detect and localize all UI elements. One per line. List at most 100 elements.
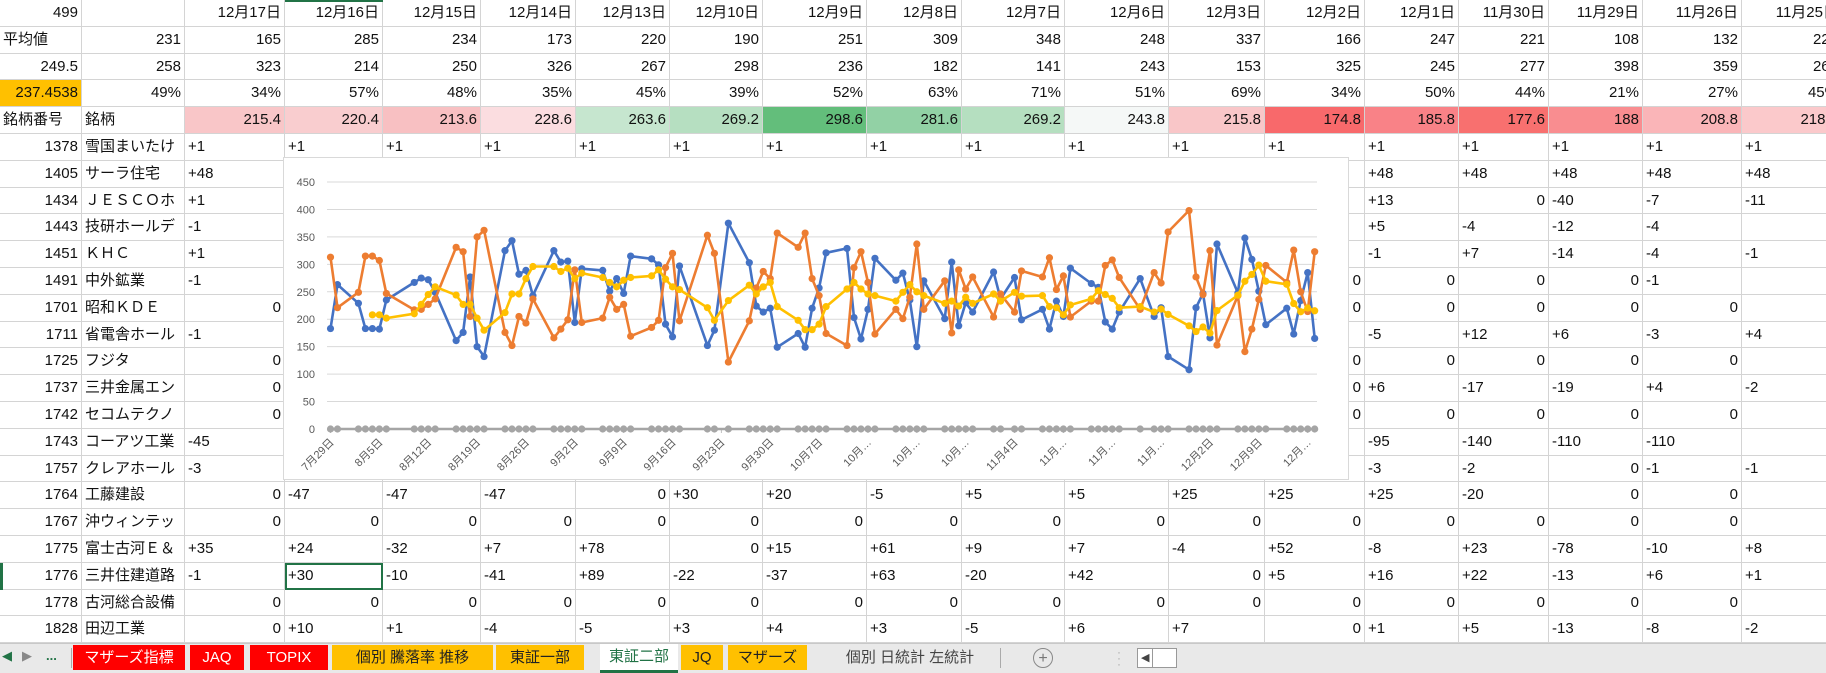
change-cell[interactable]: 0: [1742, 348, 1826, 376]
summary-cell[interactable]: 21%: [1549, 80, 1643, 108]
date-header-cell[interactable]: 12月8日: [867, 0, 962, 27]
sheet-tab[interactable]: 個別 騰落率 推移: [332, 645, 493, 670]
change-cell[interactable]: -4: [1169, 536, 1265, 563]
change-cell[interactable]: +1: [1742, 134, 1826, 161]
stock-name-cell[interactable]: 沖ウィンテッ: [82, 509, 185, 536]
cell-label[interactable]: 237.4538: [0, 80, 82, 108]
change-cell[interactable]: 0: [1643, 509, 1742, 536]
stock-name-cell[interactable]: 省電舎ホール: [82, 321, 185, 349]
summary-cell[interactable]: 277: [1459, 53, 1549, 81]
stock-code-cell[interactable]: 1711: [0, 321, 82, 349]
cell-label[interactable]: 49%: [82, 80, 185, 108]
change-cell[interactable]: 0: [962, 509, 1065, 536]
change-cell[interactable]: +48: [1459, 160, 1549, 188]
date-header-cell[interactable]: 11月26日: [1643, 0, 1742, 27]
change-cell[interactable]: -19: [1549, 375, 1643, 402]
change-cell[interactable]: -4: [1643, 214, 1742, 242]
change-cell[interactable]: +13: [1365, 187, 1459, 215]
change-cell[interactable]: -2: [1742, 616, 1826, 643]
change-cell[interactable]: +5: [1365, 214, 1459, 242]
change-cell[interactable]: +8: [1742, 536, 1826, 563]
summary-cell[interactable]: 298: [670, 53, 763, 81]
change-cell[interactable]: -1: [1643, 455, 1742, 483]
change-cell[interactable]: 0: [1549, 455, 1643, 483]
change-cell[interactable]: -13: [1549, 616, 1643, 643]
change-cell[interactable]: 0: [1643, 482, 1742, 510]
change-cell[interactable]: -17: [1459, 375, 1549, 402]
stock-name-cell[interactable]: ＪＥＳＣＯホ: [82, 187, 185, 215]
change-cell[interactable]: +23: [1459, 536, 1549, 563]
change-cell[interactable]: 0: [962, 589, 1065, 617]
change-cell[interactable]: -5: [962, 616, 1065, 643]
change-cell[interactable]: +5: [1459, 616, 1549, 643]
change-cell[interactable]: -22: [670, 562, 763, 590]
change-cell[interactable]: +6: [1549, 321, 1643, 349]
summary-cell[interactable]: 337: [1169, 26, 1265, 54]
change-cell[interactable]: -32: [383, 536, 481, 563]
stock-code-cell[interactable]: 1737: [0, 375, 82, 402]
change-cell[interactable]: 0: [185, 616, 285, 643]
change-cell[interactable]: +12: [1459, 321, 1549, 349]
change-cell[interactable]: -3: [1365, 455, 1459, 483]
summary-cell[interactable]: 269.2: [962, 107, 1065, 134]
stock-name-cell[interactable]: フジタ: [82, 348, 185, 376]
change-cell[interactable]: 0: [1742, 214, 1826, 242]
stock-code-cell[interactable]: 1776: [0, 562, 82, 590]
date-header-cell[interactable]: 12月9日: [763, 0, 867, 27]
change-cell[interactable]: -5: [576, 616, 670, 643]
stock-code-cell[interactable]: 1378: [0, 134, 82, 161]
change-cell[interactable]: -41: [481, 562, 576, 590]
change-cell[interactable]: 0: [670, 509, 763, 536]
change-cell[interactable]: +1: [1459, 134, 1549, 161]
summary-cell[interactable]: 267: [576, 53, 670, 81]
change-cell[interactable]: -13: [1549, 562, 1643, 590]
change-cell[interactable]: +20: [763, 482, 867, 510]
date-header-cell[interactable]: 12月14日: [481, 0, 576, 27]
date-header-cell[interactable]: 12月3日: [1169, 0, 1265, 27]
change-cell[interactable]: 0: [1169, 562, 1265, 590]
change-cell[interactable]: -8: [1643, 616, 1742, 643]
summary-cell[interactable]: 35%: [481, 80, 576, 108]
summary-cell[interactable]: 215.4: [185, 107, 285, 134]
summary-cell[interactable]: 243.8: [1065, 107, 1169, 134]
change-cell[interactable]: -110: [1643, 428, 1742, 456]
change-cell[interactable]: 0: [763, 589, 867, 617]
summary-cell[interactable]: 348: [962, 26, 1065, 54]
change-cell[interactable]: +4: [763, 616, 867, 643]
change-cell[interactable]: +9: [962, 536, 1065, 563]
change-cell[interactable]: [1265, 455, 1365, 483]
change-cell[interactable]: 0: [1742, 509, 1826, 536]
change-cell[interactable]: 0: [185, 482, 285, 510]
change-cell[interactable]: +5: [1065, 482, 1169, 510]
change-cell[interactable]: 0: [1459, 268, 1549, 295]
stock-code-cell[interactable]: 1701: [0, 294, 82, 322]
change-cell[interactable]: 0: [185, 348, 285, 376]
cell-label[interactable]: 258: [82, 53, 185, 81]
summary-cell[interactable]: 182: [867, 53, 962, 81]
change-cell[interactable]: -1: [1742, 241, 1826, 268]
summary-cell[interactable]: 173: [481, 26, 576, 54]
change-cell[interactable]: +25: [1169, 482, 1265, 510]
change-cell[interactable]: 0: [867, 589, 962, 617]
summary-cell[interactable]: 398: [1549, 53, 1643, 81]
change-cell[interactable]: 0: [1549, 589, 1643, 617]
change-cell[interactable]: 0: [867, 509, 962, 536]
summary-cell[interactable]: 248: [1065, 26, 1169, 54]
change-cell[interactable]: +16: [1365, 562, 1459, 590]
summary-cell[interactable]: 132: [1643, 26, 1742, 54]
change-cell[interactable]: +24: [285, 536, 383, 563]
cell-label[interactable]: 銘柄: [82, 107, 185, 134]
summary-cell[interactable]: 243: [1065, 53, 1169, 81]
change-cell[interactable]: +1: [185, 241, 285, 268]
splitter-handle-icon[interactable]: · · ·: [1117, 645, 1121, 671]
stock-code-cell[interactable]: 1757: [0, 455, 82, 483]
change-cell[interactable]: 0: [481, 589, 576, 617]
change-cell[interactable]: -1: [1742, 456, 1826, 483]
summary-cell[interactable]: 263.6: [576, 107, 670, 134]
change-cell[interactable]: 0: [185, 509, 285, 536]
change-cell[interactable]: 0: [1065, 589, 1169, 617]
change-cell[interactable]: +1: [1365, 616, 1459, 643]
change-cell[interactable]: +48: [1549, 160, 1643, 188]
selected-cell[interactable]: +30: [285, 562, 383, 590]
change-cell[interactable]: 0: [1265, 509, 1365, 536]
